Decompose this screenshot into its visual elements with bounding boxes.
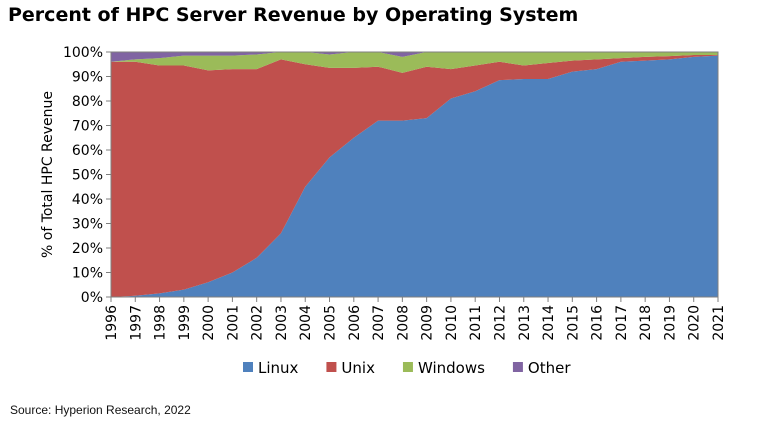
x-tick-label: 2003 xyxy=(274,305,290,341)
x-tick-label: 1996 xyxy=(104,305,120,341)
source-note: Source: Hyperion Research, 2022 xyxy=(10,403,191,417)
x-tick-label: 2009 xyxy=(420,305,436,341)
x-tick-label: 2014 xyxy=(541,305,557,341)
y-tick-label: 0% xyxy=(81,290,103,306)
x-tick-label: 1999 xyxy=(177,305,193,341)
x-tick-label: 2019 xyxy=(662,305,678,341)
x-tick-label: 2020 xyxy=(687,305,703,341)
x-tick-label: 2004 xyxy=(298,305,314,341)
area-unix xyxy=(111,54,718,297)
area-layers xyxy=(111,52,718,298)
y-tick-label: 40% xyxy=(72,192,103,208)
y-axis: 0% 10% 20% 30% 40% 50% 60% 70% 80% 90% 100% xyxy=(63,45,111,306)
y-tick-label: 10% xyxy=(72,266,103,282)
x-tick-label: 2015 xyxy=(565,305,581,341)
x-tick-label: 1997 xyxy=(128,305,144,341)
x-tick-label: 2018 xyxy=(638,305,654,341)
x-tick-label: 2006 xyxy=(347,305,363,341)
legend-swatch-windows xyxy=(402,362,413,372)
legend: Linux Unix Windows Other xyxy=(243,359,571,377)
area-other xyxy=(111,52,718,62)
x-tick-label: 2016 xyxy=(590,305,606,341)
x-tick-label: 2021 xyxy=(711,305,727,341)
area-linux xyxy=(111,55,718,298)
legend-label-linux: Linux xyxy=(258,359,299,377)
y-tick-label: 80% xyxy=(72,94,103,110)
y-tick-label: 60% xyxy=(72,143,103,159)
x-tick-label: 1998 xyxy=(153,305,169,341)
y-tick-label: 30% xyxy=(72,217,103,233)
y-tick-label: 20% xyxy=(72,241,103,257)
x-tick-label: 2013 xyxy=(517,305,533,341)
y-tick-label: 50% xyxy=(72,168,103,184)
x-tick-label: 2007 xyxy=(371,305,387,341)
x-tick-label: 2002 xyxy=(250,305,266,341)
x-tick-label: 2012 xyxy=(492,305,508,341)
y-tick-label: 70% xyxy=(72,119,103,135)
x-tick-label: 2010 xyxy=(444,305,460,341)
x-tick-label: 2000 xyxy=(201,305,217,341)
x-tick-label: 2008 xyxy=(395,305,411,341)
legend-swatch-unix xyxy=(326,362,337,372)
x-tick-label: 2011 xyxy=(468,305,484,341)
y-tick-label: 90% xyxy=(72,70,103,86)
y-axis-label: % of Total HPC Revenue xyxy=(40,91,56,258)
legend-label-other: Other xyxy=(528,359,571,377)
x-tick-label: 2017 xyxy=(614,305,630,341)
legend-label-windows: Windows xyxy=(418,359,485,377)
x-axis: 1996 1997 1998 1999 2000 2001 2002 2003 2004 2005… xyxy=(104,297,727,341)
area-windows xyxy=(111,52,718,73)
legend-swatch-other xyxy=(512,362,523,372)
x-tick-label: 2001 xyxy=(225,305,241,341)
x-tick-label: 2005 xyxy=(323,305,339,341)
y-tick-label: 100% xyxy=(63,45,103,61)
chart-title: Percent of HPC Server Revenue by Operati… xyxy=(8,4,579,26)
legend-label-unix: Unix xyxy=(341,359,375,377)
legend-swatch-linux xyxy=(243,362,253,372)
